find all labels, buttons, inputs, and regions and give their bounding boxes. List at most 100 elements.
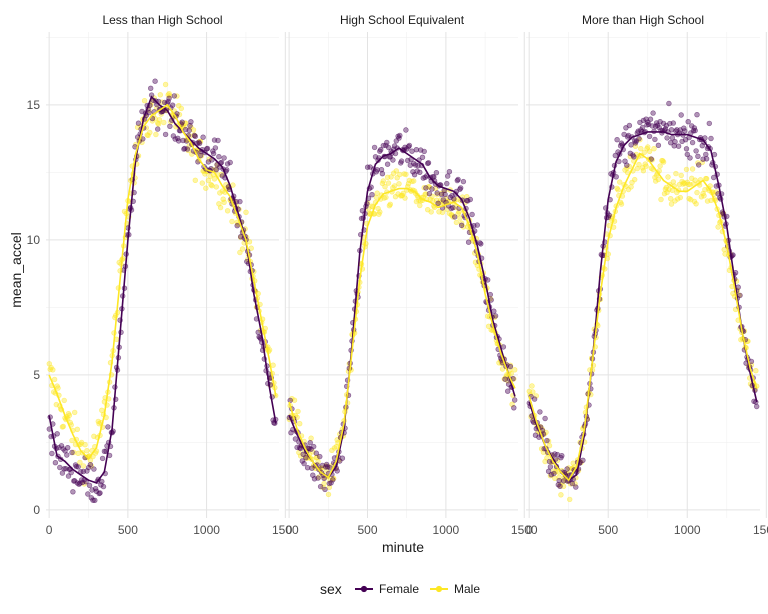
data-point bbox=[243, 209, 249, 216]
data-point bbox=[643, 116, 649, 122]
data-point bbox=[398, 158, 405, 164]
data-point bbox=[655, 176, 662, 183]
x-tick-label: 1500 bbox=[511, 523, 538, 537]
data-point bbox=[227, 159, 233, 166]
data-point bbox=[237, 198, 243, 205]
data-point bbox=[566, 496, 573, 503]
data-point bbox=[68, 469, 74, 476]
y-tick-label: 5 bbox=[33, 368, 40, 382]
data-point bbox=[678, 112, 684, 118]
data-point bbox=[220, 196, 226, 202]
data-point bbox=[390, 157, 396, 163]
data-point bbox=[70, 489, 76, 495]
data-point bbox=[646, 148, 653, 155]
data-point bbox=[403, 171, 409, 178]
data-point bbox=[49, 450, 55, 457]
data-point bbox=[450, 214, 456, 220]
data-point bbox=[55, 385, 61, 391]
data-point bbox=[560, 478, 567, 484]
data-point bbox=[442, 191, 448, 198]
data-point bbox=[636, 161, 642, 168]
data-point bbox=[558, 492, 564, 498]
data-point bbox=[74, 426, 81, 432]
data-point bbox=[546, 443, 553, 449]
facet-title: High School Equivalent bbox=[340, 13, 465, 27]
smooth-line-female bbox=[48, 95, 277, 484]
data-point bbox=[153, 131, 159, 138]
y-tick-label: 15 bbox=[27, 98, 41, 112]
grid bbox=[526, 32, 767, 518]
data-point bbox=[685, 118, 691, 125]
data-point bbox=[218, 159, 225, 166]
x-tick-label: 0 bbox=[46, 523, 53, 537]
data-point bbox=[303, 455, 309, 461]
data-point bbox=[97, 490, 103, 496]
y-tick-label: 0 bbox=[33, 503, 40, 517]
data-point bbox=[176, 138, 182, 144]
data-point bbox=[453, 219, 460, 226]
data-point bbox=[148, 85, 154, 92]
data-point bbox=[631, 176, 638, 183]
x-tick-label: 1000 bbox=[193, 523, 220, 537]
data-point bbox=[753, 403, 760, 410]
data-point bbox=[667, 196, 674, 202]
scatter-series-male bbox=[46, 81, 279, 487]
data-point bbox=[384, 161, 391, 167]
data-point bbox=[196, 140, 203, 147]
data-point bbox=[673, 170, 679, 177]
data-point bbox=[650, 110, 656, 116]
data-point bbox=[685, 181, 691, 188]
data-point bbox=[224, 208, 231, 214]
data-point bbox=[204, 145, 211, 152]
data-point bbox=[171, 93, 178, 99]
data-point bbox=[429, 186, 435, 192]
data-point bbox=[371, 144, 378, 151]
data-point bbox=[694, 111, 700, 118]
data-point bbox=[396, 181, 402, 187]
data-point bbox=[393, 138, 399, 144]
data-point bbox=[423, 185, 429, 191]
data-point bbox=[162, 81, 169, 88]
y-axis-label: mean_accel bbox=[8, 232, 24, 308]
data-point bbox=[606, 212, 612, 218]
data-point bbox=[417, 202, 423, 209]
data-point bbox=[531, 396, 538, 402]
data-point bbox=[379, 171, 386, 177]
data-point bbox=[248, 245, 254, 251]
data-point bbox=[313, 450, 319, 456]
data-point bbox=[467, 196, 473, 203]
legend-keys: Female Male bbox=[355, 582, 480, 596]
legend-label-male: Male bbox=[454, 582, 480, 596]
data-point bbox=[50, 367, 56, 373]
x-tick-label: 500 bbox=[598, 523, 618, 537]
data-point bbox=[692, 177, 698, 183]
data-point bbox=[52, 460, 59, 466]
data-point bbox=[391, 183, 398, 189]
y-axis: 0 5 10 15 bbox=[27, 98, 41, 517]
x-tick-label: 500 bbox=[357, 523, 377, 537]
data-point bbox=[135, 120, 142, 126]
data-point bbox=[670, 179, 676, 185]
data-point bbox=[694, 189, 700, 196]
data-point bbox=[213, 184, 220, 190]
data-point bbox=[165, 98, 171, 105]
smooth-line-male bbox=[48, 103, 277, 460]
data-point bbox=[54, 431, 60, 437]
data-point bbox=[209, 183, 215, 189]
data-point bbox=[90, 497, 96, 503]
smooth-line-male bbox=[528, 152, 758, 482]
legend-label-female: Female bbox=[379, 582, 419, 596]
data-point bbox=[91, 466, 97, 472]
x-tick-label: 1500 bbox=[753, 523, 768, 537]
data-point bbox=[417, 169, 423, 176]
data-point bbox=[410, 169, 416, 175]
data-point bbox=[421, 185, 427, 191]
data-point bbox=[101, 448, 108, 454]
data-point bbox=[190, 127, 197, 133]
data-point bbox=[573, 484, 579, 490]
x-tick-label: 1500 bbox=[272, 523, 299, 537]
data-point bbox=[179, 119, 185, 125]
data-point bbox=[203, 185, 209, 191]
scatter-series-female bbox=[526, 100, 760, 490]
